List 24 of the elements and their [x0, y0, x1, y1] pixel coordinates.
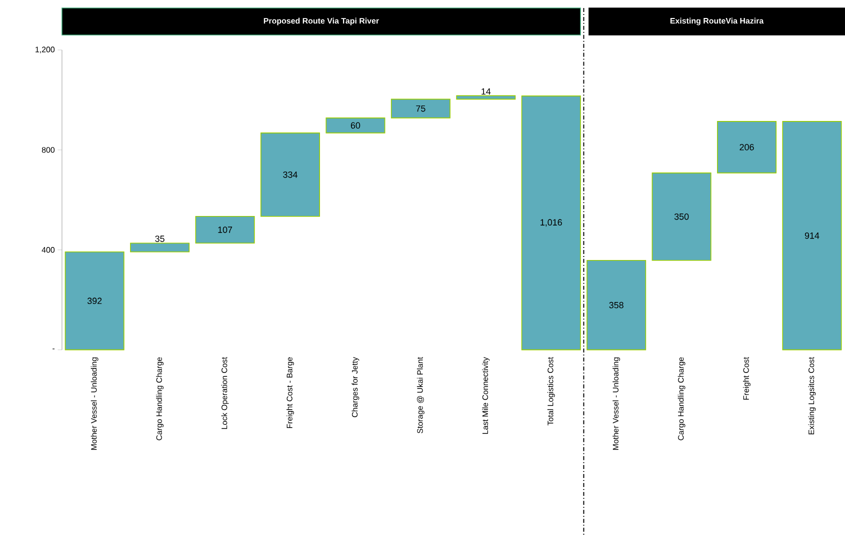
data-label: 14	[482, 88, 491, 94]
bar	[456, 95, 516, 100]
data-label: 358	[609, 302, 624, 308]
data-label: 75	[416, 105, 426, 112]
data-label: 392	[87, 298, 102, 304]
bar	[326, 117, 386, 134]
bar	[130, 242, 190, 252]
bar	[390, 98, 450, 118]
bar	[717, 120, 777, 174]
data-label: 350	[674, 213, 689, 220]
bar	[652, 172, 712, 261]
data-label: 914	[804, 232, 820, 239]
bar	[260, 132, 320, 217]
data-label: 60	[350, 122, 360, 129]
bar	[782, 120, 842, 350]
bar	[521, 95, 581, 350]
bar	[64, 251, 124, 350]
data-label: 334	[283, 171, 298, 178]
data-label: 206	[740, 144, 754, 150]
data-label: 35	[155, 235, 164, 242]
data-label: 107	[218, 226, 232, 233]
bar	[195, 216, 255, 244]
data-label: 1,016	[540, 219, 562, 226]
bar	[586, 260, 646, 350]
